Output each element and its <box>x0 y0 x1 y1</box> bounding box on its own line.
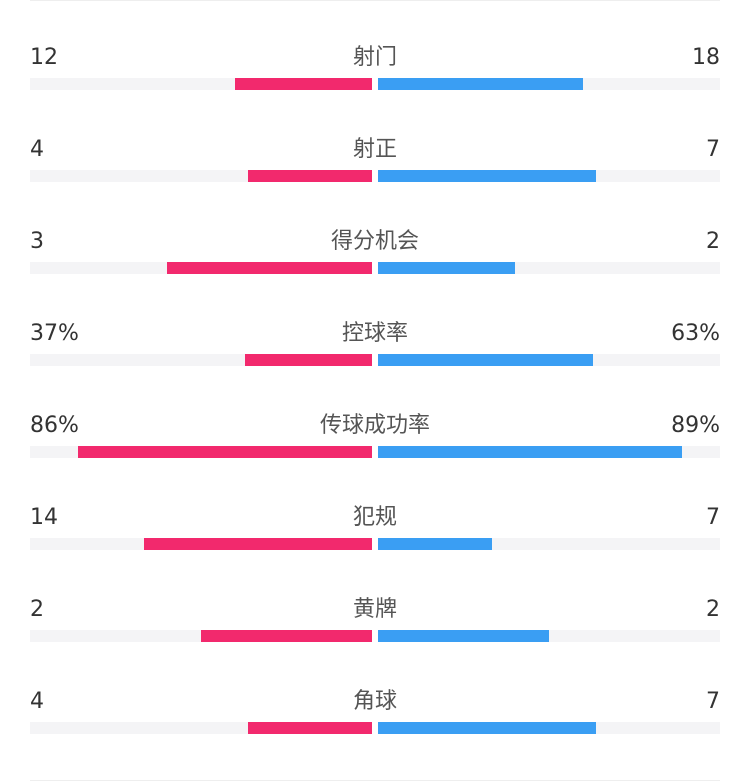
away-bar <box>378 170 596 182</box>
home-bar <box>235 78 372 90</box>
stat-row: 12 射门 18 <box>0 38 750 130</box>
away-bar-track <box>378 170 720 182</box>
home-value: 3 <box>30 229 44 254</box>
home-bar <box>248 722 372 734</box>
stat-row: 86% 传球成功率 89% <box>0 406 750 498</box>
stat-label: 传球成功率 <box>319 413 430 438</box>
away-value: 7 <box>706 137 720 162</box>
home-bar-track <box>30 630 372 642</box>
away-bar-track <box>378 78 720 90</box>
away-bar-track <box>378 630 720 642</box>
home-value: 4 <box>30 137 44 162</box>
bottom-divider <box>30 780 720 781</box>
away-bar-track <box>378 262 720 274</box>
home-bar-track <box>30 722 372 734</box>
stat-label: 控球率 <box>341 321 408 346</box>
away-bar-track <box>378 538 720 550</box>
away-bar <box>378 722 596 734</box>
stat-row: 4 角球 7 <box>0 682 750 774</box>
away-value: 7 <box>706 505 720 530</box>
home-bar <box>201 630 372 642</box>
stat-label: 黄牌 <box>352 597 397 622</box>
home-value: 12 <box>30 45 58 70</box>
home-bar-track <box>30 446 372 458</box>
home-value: 14 <box>30 505 58 530</box>
stat-row: 37% 控球率 63% <box>0 314 750 406</box>
away-value: 63% <box>671 321 720 346</box>
stat-row: 2 黄牌 2 <box>0 590 750 682</box>
home-value: 86% <box>30 413 79 438</box>
home-bar-track <box>30 354 372 366</box>
stat-row: 4 射正 7 <box>0 130 750 222</box>
away-value: 7 <box>706 689 720 714</box>
away-bar <box>378 262 515 274</box>
home-value: 2 <box>30 597 44 622</box>
away-bar-track <box>378 722 720 734</box>
stat-label: 得分机会 <box>330 229 419 254</box>
away-bar <box>378 354 593 366</box>
home-bar-track <box>30 170 372 182</box>
away-bar-track <box>378 354 720 366</box>
home-bar-track <box>30 78 372 90</box>
home-bar-track <box>30 262 372 274</box>
stat-label: 射正 <box>352 137 397 162</box>
home-bar <box>78 446 372 458</box>
home-bar <box>167 262 372 274</box>
away-bar <box>378 446 682 458</box>
top-divider <box>30 0 720 1</box>
home-bar-track <box>30 538 372 550</box>
away-bar-track <box>378 446 720 458</box>
stat-label: 角球 <box>352 689 397 714</box>
stat-row: 3 得分机会 2 <box>0 222 750 314</box>
home-value: 37% <box>30 321 79 346</box>
stat-row: 14 犯规 7 <box>0 498 750 590</box>
away-value: 2 <box>706 597 720 622</box>
home-bar <box>245 354 372 366</box>
away-bar <box>378 630 549 642</box>
home-bar <box>144 538 372 550</box>
home-value: 4 <box>30 689 44 714</box>
stat-label: 射门 <box>352 45 397 70</box>
away-value: 2 <box>706 229 720 254</box>
stat-label: 犯规 <box>352 505 397 530</box>
home-bar <box>248 170 372 182</box>
away-value: 89% <box>671 413 720 438</box>
away-bar <box>378 78 583 90</box>
away-value: 18 <box>692 45 720 70</box>
away-bar <box>378 538 492 550</box>
